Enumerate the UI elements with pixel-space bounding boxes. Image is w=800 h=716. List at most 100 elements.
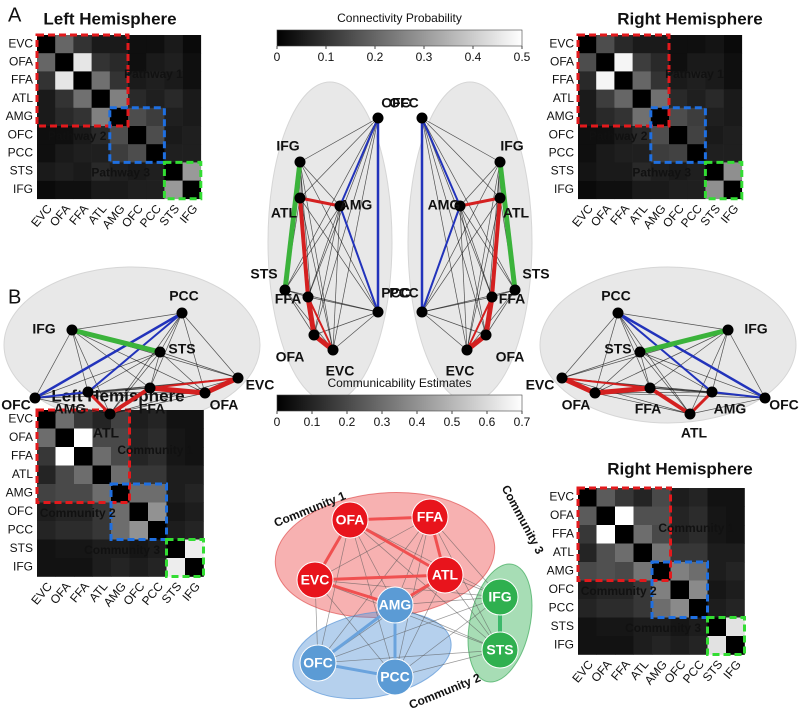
heatmap-cell (55, 162, 74, 181)
heatmap-cell (92, 521, 112, 540)
heatmap-cell (109, 107, 129, 127)
colorbar-tick-label: 0.1 (318, 50, 335, 64)
heatmap-cell (129, 484, 149, 503)
heatmap-cell (37, 180, 56, 200)
edge (466, 289, 516, 351)
heatmap-cell (596, 580, 616, 600)
heatmap-cell (73, 162, 92, 181)
heatmap-cell (91, 53, 111, 72)
node (66, 324, 78, 336)
heatmap-cell (92, 465, 112, 485)
node-label: FFA (417, 509, 443, 525)
heatmap-cell (91, 162, 111, 181)
heatmap-cell (596, 53, 615, 72)
edge (466, 161, 501, 351)
heatmap-cell (129, 521, 149, 540)
heatmap-cell (670, 580, 690, 600)
heatmap-cell (669, 107, 688, 127)
edge (594, 392, 766, 399)
heatmap-cell (726, 599, 745, 618)
edge (313, 205, 341, 336)
edge (617, 312, 713, 393)
heatmap-cell (166, 410, 186, 429)
node (612, 307, 624, 319)
node-label: EVC (246, 377, 275, 393)
heatmap-cell (632, 180, 652, 200)
heatmap-cell (726, 562, 745, 581)
heatmap-cell (669, 53, 688, 72)
heatmap-cell (726, 617, 745, 637)
node (82, 386, 94, 398)
edge (314, 579, 396, 678)
row-label: STS (551, 164, 574, 178)
edge (314, 579, 501, 598)
edge (485, 289, 516, 336)
node (634, 346, 646, 358)
heatmap-cell (705, 126, 724, 145)
group-box (576, 486, 672, 582)
heatmap-cell (185, 521, 204, 540)
heatmap-cell (37, 89, 56, 109)
heatmap-cell (109, 53, 129, 72)
heatmap-cell (689, 525, 708, 544)
heatmap-cell (689, 506, 708, 526)
row-label: PCC (8, 145, 34, 159)
heatmap-cell (652, 580, 671, 600)
heatmap-cell (74, 558, 93, 577)
heatmap-cell (615, 488, 634, 507)
node-label: AMG (340, 197, 373, 213)
edge (34, 351, 161, 399)
heatmap-cell (705, 53, 724, 72)
group-label: Pathway 1 (124, 67, 183, 81)
group-label: Pathway 3 (91, 165, 150, 179)
heatmap-cell (164, 162, 183, 181)
row-label: EVC (549, 489, 574, 503)
colorbar-title: Communicability Estimates (327, 376, 471, 390)
heatmap-cell (37, 410, 56, 429)
heatmap-cell (182, 107, 202, 127)
heatmap-cell (578, 636, 597, 655)
heatmap-cell (633, 525, 653, 544)
heatmap-cell (111, 410, 130, 429)
heatmap-cell (55, 89, 74, 109)
heatmap-cell (669, 71, 688, 90)
heatmap-cell (687, 107, 706, 127)
edge (639, 351, 766, 399)
heatmap-cell (148, 465, 167, 485)
heatmap-cell (707, 506, 727, 526)
heatmap-cell (37, 465, 56, 485)
heatmap-cell (55, 107, 74, 127)
heatmap-cell (650, 89, 670, 109)
heatmap-cell (128, 89, 147, 109)
group-label: Community 1 (658, 521, 734, 535)
heatmap-cell (650, 162, 670, 181)
heatmap-cell (148, 428, 167, 448)
edge (299, 161, 341, 207)
heatmap-cell (578, 180, 597, 200)
node-label: OFA (336, 512, 365, 528)
column-label: IFG (720, 657, 744, 681)
heatmap-cell (109, 35, 129, 54)
heatmap-cell (182, 126, 202, 145)
edge (711, 329, 729, 393)
column-label: IFG (177, 202, 201, 226)
heatmap-cell (55, 558, 75, 577)
node (589, 387, 601, 399)
node (759, 392, 771, 404)
node (416, 112, 428, 124)
edge (299, 117, 379, 199)
edge (71, 329, 206, 394)
edge (727, 329, 766, 399)
heatmap-cell (687, 162, 706, 181)
edge (149, 385, 206, 396)
node (461, 344, 473, 356)
edge (332, 205, 341, 351)
edge (181, 312, 206, 394)
edge (617, 312, 651, 389)
heatmap-cell (129, 447, 149, 466)
heatmap-cell (633, 562, 653, 581)
heatmap-cell (614, 162, 633, 181)
row-label: EVC (8, 36, 33, 50)
group-box (35, 33, 130, 128)
edge (332, 311, 379, 351)
